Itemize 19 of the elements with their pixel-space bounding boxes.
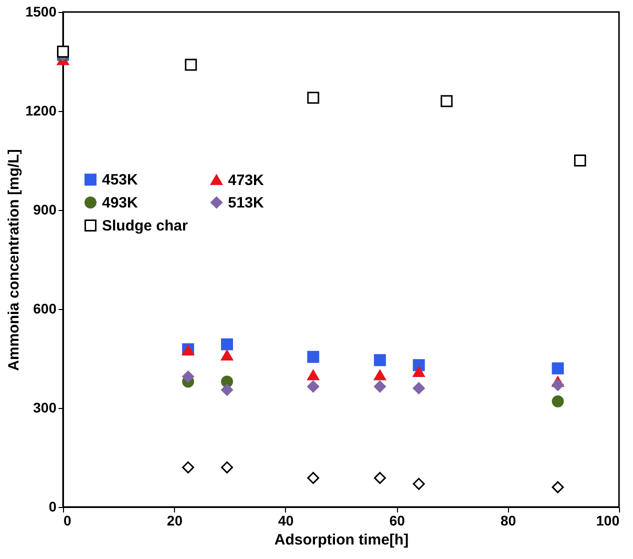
- x-axis-title: Adsorption time[h]: [274, 532, 409, 548]
- legend-label: 493K: [102, 194, 138, 212]
- x-tick-label: 100: [596, 512, 620, 528]
- x-tick-label: 20: [166, 512, 183, 528]
- y-tick-label: 300: [33, 400, 57, 416]
- y-tick-label: 0: [48, 498, 57, 514]
- x-tick-label: 80: [500, 512, 516, 528]
- legend-label: 453K: [102, 172, 138, 189]
- x-tick-label: 60: [389, 512, 406, 528]
- y-tick-label: 600: [33, 300, 57, 316]
- y-tick-label: 1200: [25, 102, 57, 118]
- x-tick-label: 40: [278, 512, 294, 528]
- y-tick-label: 900: [33, 202, 57, 218]
- legend-label: 513K: [228, 194, 264, 212]
- legend-label: Sludge char: [102, 218, 188, 234]
- y-axis-title: Ammonia concentration [mg/L]: [5, 149, 22, 371]
- y-tick-label: 1500: [25, 4, 57, 20]
- legend-label: 473K: [228, 172, 264, 189]
- x-tick-label: 0: [64, 512, 72, 528]
